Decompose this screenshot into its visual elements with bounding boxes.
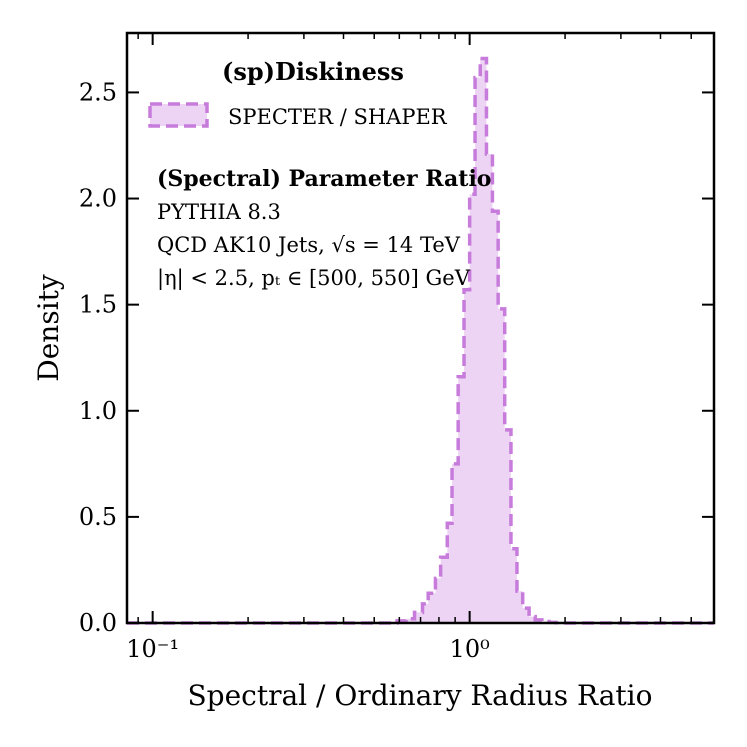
annotation-generator: PYTHIA 8.3 xyxy=(157,200,281,224)
y-tick-label: 2.5 xyxy=(79,78,117,106)
legend: (sp)Diskiness SPECTER / SHAPER xyxy=(148,57,448,129)
histogram-outline xyxy=(127,56,714,625)
axis-ticks: 0.0 0.5 1.0 1.5 2.0 2.5 10⁻¹ 10⁰ xyxy=(79,33,714,663)
x-axis-label: Spectral / Ordinary Radius Ratio xyxy=(187,679,652,712)
y-tick-label: 2.0 xyxy=(79,185,117,213)
y-axis-label: Density xyxy=(32,274,65,382)
legend-title: (sp)Diskiness xyxy=(222,57,404,86)
y-tick-label: 1.5 xyxy=(79,291,117,319)
plot-frame xyxy=(125,31,716,625)
plot-area xyxy=(127,56,714,625)
annotation-cuts: |η| < 2.5, pₜ ∈ [500, 550] GeV xyxy=(157,266,471,291)
legend-entry-label: SPECTER / SHAPER xyxy=(228,105,448,129)
y-tick-label: 1.0 xyxy=(79,397,117,425)
y-tick-label: 0.5 xyxy=(79,503,117,531)
x-tick-label: 10⁰ xyxy=(450,635,490,663)
y-tick-label: 0.0 xyxy=(79,609,117,637)
annotation-title: (Spectral) Parameter Ratio xyxy=(157,166,491,192)
annotation-block: (Spectral) Parameter Ratio PYTHIA 8.3 QC… xyxy=(157,166,491,291)
legend-swatch xyxy=(148,102,209,128)
histogram-fill xyxy=(127,58,714,624)
annotation-jets: QCD AK10 Jets, √s = 14 TeV xyxy=(157,233,461,257)
x-tick-label: 10⁻¹ xyxy=(126,635,179,663)
